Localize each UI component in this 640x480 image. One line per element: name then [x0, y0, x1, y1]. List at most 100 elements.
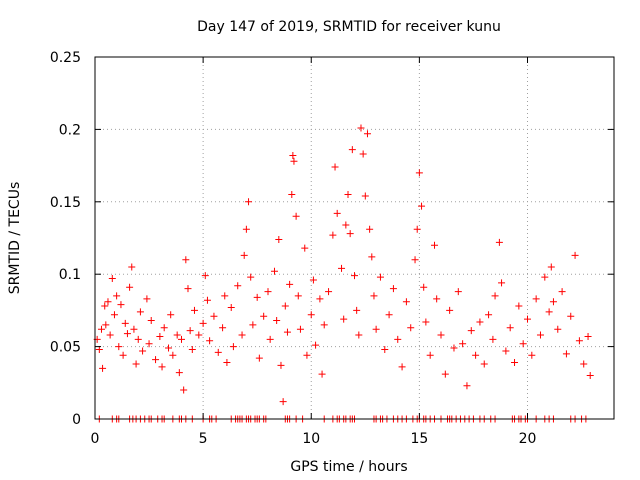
- data-point: [515, 302, 523, 310]
- data-point: [467, 327, 475, 335]
- data-point: [301, 244, 309, 252]
- data-point: [348, 146, 356, 154]
- data-point: [101, 302, 109, 310]
- data-point: [355, 331, 363, 339]
- data-point: [156, 332, 164, 340]
- data-point: [485, 311, 493, 319]
- data-point: [247, 273, 255, 281]
- data-point: [219, 324, 227, 332]
- grid-lines: [95, 57, 614, 419]
- data-point: [186, 327, 194, 335]
- data-point: [180, 386, 188, 394]
- data-point: [420, 283, 428, 291]
- data-point: [255, 354, 263, 362]
- data-point: [586, 372, 594, 380]
- data-point: [195, 331, 203, 339]
- data-point: [253, 293, 261, 301]
- data-point: [173, 331, 181, 339]
- x-tick-label: 10: [302, 431, 320, 447]
- chart-title: Day 147 of 2019, SRMTID for receiver kun…: [197, 19, 501, 35]
- data-point: [394, 335, 402, 343]
- data-point: [363, 130, 371, 138]
- data-point: [480, 360, 488, 368]
- data-point: [454, 288, 462, 296]
- data-point: [536, 331, 544, 339]
- data-point: [95, 345, 103, 353]
- data-point: [206, 337, 214, 345]
- data-point: [567, 312, 575, 320]
- x-tick-label: 15: [410, 431, 428, 447]
- data-point: [441, 370, 449, 378]
- data-point: [242, 225, 250, 233]
- data-point: [240, 251, 248, 259]
- data-point: [309, 276, 317, 284]
- data-point: [279, 398, 287, 406]
- data-point: [524, 315, 531, 323]
- x-tick-label: 0: [91, 431, 100, 447]
- data-point: [402, 298, 410, 306]
- data-point: [277, 361, 285, 369]
- data-point: [115, 343, 123, 351]
- data-point: [489, 335, 497, 343]
- data-point: [283, 328, 291, 336]
- data-point: [506, 324, 514, 332]
- x-axis-label: GPS time / hours: [290, 459, 407, 475]
- data-point: [495, 238, 503, 246]
- data-point: [476, 318, 484, 326]
- data-point: [366, 225, 374, 233]
- data-point: [128, 263, 136, 271]
- data-point: [266, 335, 274, 343]
- y-tick-label: 0.15: [50, 195, 81, 211]
- data-point: [99, 364, 107, 372]
- data-point: [270, 267, 278, 275]
- data-point: [558, 288, 566, 296]
- data-point: [121, 319, 129, 327]
- data-point: [549, 298, 557, 306]
- data-point: [210, 312, 218, 320]
- data-point: [126, 283, 134, 291]
- data-point: [119, 351, 127, 359]
- data-point: [472, 351, 480, 359]
- data-point: [290, 157, 298, 165]
- data-point: [245, 198, 253, 206]
- data-point: [433, 295, 441, 303]
- data-point: [418, 202, 426, 210]
- data-point: [426, 351, 434, 359]
- y-tick-label: 0.25: [50, 50, 81, 66]
- data-point: [491, 292, 499, 300]
- data-point: [340, 315, 348, 323]
- data-point: [307, 311, 315, 319]
- data-point: [338, 264, 346, 272]
- data-point: [184, 285, 192, 293]
- data-point: [344, 191, 352, 199]
- data-point: [541, 273, 549, 281]
- data-point: [370, 292, 378, 300]
- data-point: [372, 325, 380, 333]
- y-tick-label: 0.1: [59, 267, 81, 283]
- data-point: [281, 302, 289, 310]
- data-point: [511, 359, 519, 367]
- data-point: [132, 360, 140, 368]
- data-point: [136, 308, 144, 316]
- data-point: [519, 340, 527, 348]
- data-point: [450, 344, 458, 352]
- data-point: [238, 331, 246, 339]
- data-point: [275, 235, 283, 243]
- data-point: [214, 348, 222, 356]
- data-point: [407, 324, 415, 332]
- data-point: [359, 150, 367, 158]
- data-point: [117, 301, 125, 309]
- data-point: [353, 306, 361, 314]
- data-point: [498, 279, 506, 287]
- data-point: [431, 241, 439, 249]
- data-point: [110, 311, 118, 319]
- data-point: [113, 292, 121, 300]
- data-point: [249, 321, 257, 329]
- data-point: [175, 369, 183, 377]
- data-point: [182, 256, 190, 264]
- data-point: [528, 351, 536, 359]
- data-point: [320, 321, 328, 329]
- data-point: [165, 344, 173, 352]
- data-point: [316, 295, 324, 303]
- data-point: [381, 345, 389, 353]
